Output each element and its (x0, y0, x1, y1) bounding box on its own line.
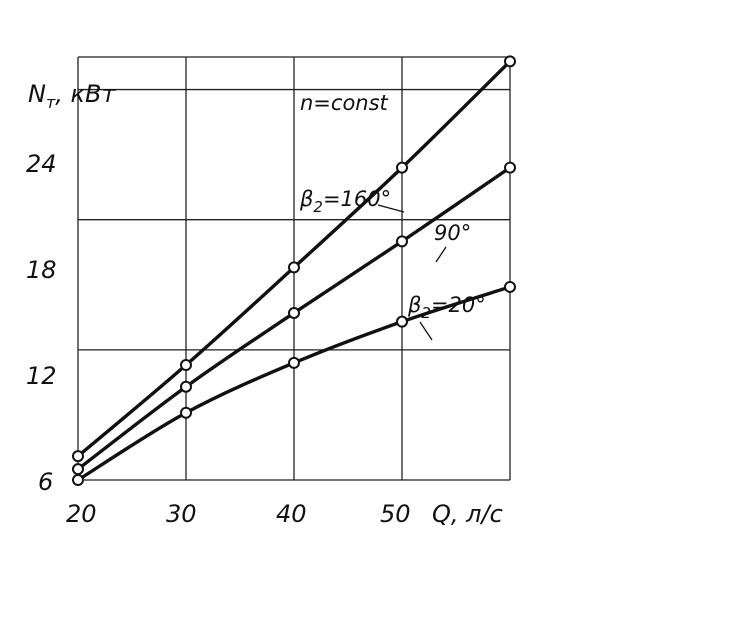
series-label-160-value: =160° (323, 187, 391, 211)
y-tick-label-18: 18 (26, 256, 57, 284)
series-label-20-sub: 2 (421, 304, 431, 322)
series-point-20-50 (396, 315, 408, 328)
series-label-160: β2=160° (299, 187, 391, 216)
x-tick-label-50: 50 (380, 500, 411, 528)
series-point-160-40 (288, 261, 300, 274)
series-point-160-50 (396, 161, 408, 174)
points-group (72, 55, 516, 486)
series-point-160-30 (180, 359, 192, 372)
series-point-90-20 (72, 463, 84, 476)
series-label-90-leader (435, 246, 447, 263)
series-point-90-60 (504, 161, 516, 174)
series-label-160-sub: 2 (313, 198, 323, 216)
series-point-20-30 (180, 406, 192, 419)
x-tick-label-30: 30 (166, 500, 197, 528)
x-tick-label-40: 40 (276, 500, 307, 528)
y-axis-symbol: N (28, 80, 46, 108)
y-tick-label-6: 6 (38, 468, 53, 496)
series-label-20-value: =20° (431, 293, 486, 317)
series-point-90-40 (288, 306, 300, 319)
x-axis-label: Q, л/с (432, 500, 503, 528)
series-point-160-20 (72, 450, 84, 463)
n-const-annotation: n=const (300, 91, 389, 115)
y-axis-unit: , кВт (55, 80, 116, 108)
series-point-20-20 (72, 474, 84, 486)
series-label-20: β2=20° (407, 293, 486, 322)
x-tick-label-20: 20 (66, 500, 97, 528)
series-point-160-60 (504, 55, 516, 68)
y-tick-label-24: 24 (26, 150, 57, 178)
series-label-160-leader (377, 204, 405, 213)
series-point-90-30 (180, 380, 192, 393)
series-label-20-beta: β (407, 293, 421, 317)
series-point-90-50 (396, 235, 408, 248)
series-point-20-40 (288, 356, 300, 369)
y-axis-subscript: т (46, 93, 56, 112)
y-axis-label: Nт, кВт (28, 80, 117, 112)
series-point-20-60 (504, 280, 516, 293)
series-label-90: 90° (434, 221, 471, 245)
series-label-160-beta: β (299, 187, 313, 211)
y-tick-label-12: 12 (26, 362, 57, 390)
series-label-20-leader (419, 321, 433, 341)
